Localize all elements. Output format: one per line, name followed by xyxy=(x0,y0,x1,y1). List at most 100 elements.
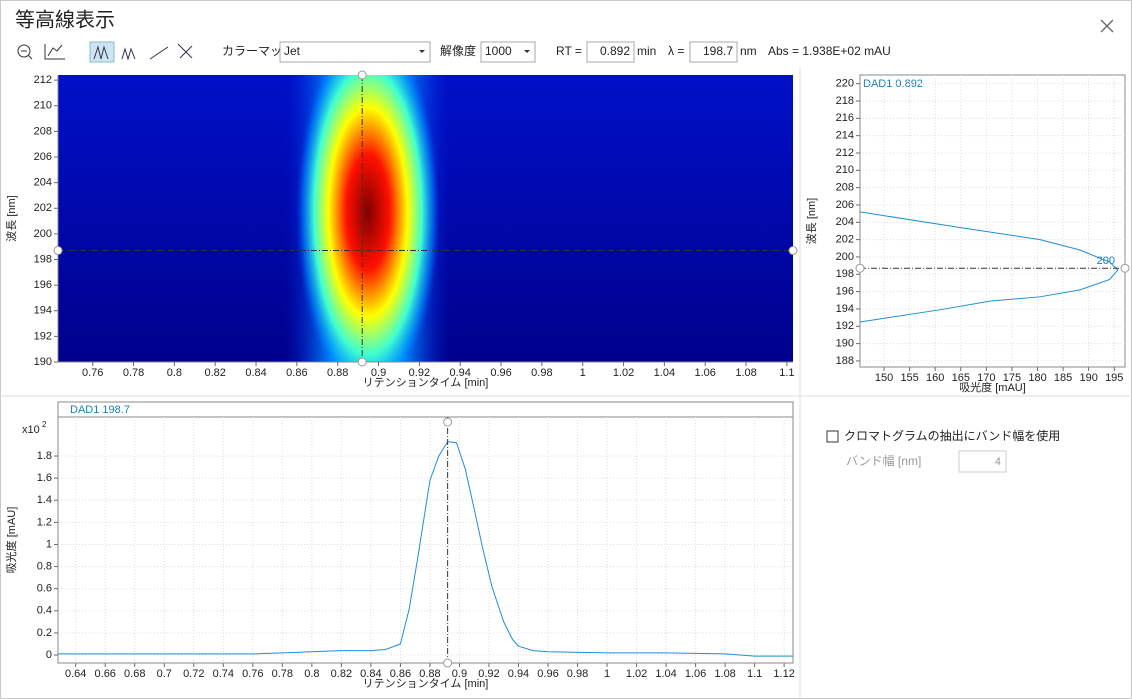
y-tick-label: 206 xyxy=(836,199,854,211)
x-tick-label: 0.86 xyxy=(390,668,411,680)
x-tick-label: 1.02 xyxy=(626,668,647,680)
y-tick-label: 208 xyxy=(836,182,854,194)
x-tick-label: 0.94 xyxy=(449,367,470,379)
dropdown-arrow xyxy=(524,50,530,53)
cursor-handle xyxy=(357,70,367,80)
contour-icon[interactable] xyxy=(89,41,115,63)
y-exponent: 2 xyxy=(42,420,47,429)
colormap-value: Jet xyxy=(284,44,301,58)
y-tick-label: 202 xyxy=(836,234,854,246)
y-axis-label: 波長 [nm] xyxy=(5,195,18,241)
bandwidth-input[interactable] xyxy=(958,450,1007,473)
x-tick-label: 0.98 xyxy=(567,668,588,680)
checkbox-label: クロマトグラムの抽出にバンド幅を使用 xyxy=(844,428,1060,443)
x-tick-label: 150 xyxy=(875,372,893,384)
resolution-select[interactable] xyxy=(480,41,536,63)
y-tick-label: 198 xyxy=(836,268,854,280)
y-tick-label: 212 xyxy=(34,74,52,86)
x-tick-label: 1.06 xyxy=(685,668,706,680)
x-tick-label: 185 xyxy=(1054,372,1072,384)
y-tick-label: 0.6 xyxy=(37,583,52,595)
checkbox[interactable] xyxy=(826,430,839,443)
rt-input[interactable] xyxy=(586,41,635,63)
x-tick-label: 1 xyxy=(580,367,586,379)
peak-annotation: 200 xyxy=(1097,255,1115,267)
x-tick-label: 0.78 xyxy=(272,668,293,680)
rt-value: 0.892 xyxy=(600,44,630,58)
x-tick-label: 155 xyxy=(900,372,918,384)
y-tick-label: 204 xyxy=(836,216,854,228)
cursor-handle xyxy=(788,246,798,256)
y-tick-label: 194 xyxy=(836,303,854,315)
lambda-unit: nm xyxy=(740,44,757,58)
y-tick-label: 200 xyxy=(836,251,854,263)
cursor-handle xyxy=(357,357,367,367)
x-tick-label: 0.64 xyxy=(65,668,86,680)
x-tick-label: 0.96 xyxy=(537,668,558,680)
x-tick-label: 1.1 xyxy=(779,367,794,379)
y-tick-label: 220 xyxy=(836,78,854,90)
chromatogram-line xyxy=(58,441,793,657)
y-tick-label: 190 xyxy=(34,356,52,368)
toolbar: カラーマップ Jet 解像度 1000 RT = 0.892 min λ = 1… xyxy=(17,41,891,63)
x-tick-label: 0.68 xyxy=(124,668,145,680)
y-tick-label: 202 xyxy=(34,202,52,214)
x-tick-label: 0.86 xyxy=(286,367,307,379)
y-tick-label: 196 xyxy=(34,279,52,291)
cursor-handle xyxy=(1120,263,1130,273)
x-tick-label: 0.88 xyxy=(419,668,440,680)
x-tick-label: 0.82 xyxy=(204,367,225,379)
x-tick-label: 0.92 xyxy=(478,668,499,680)
bandwidth-value: 4 xyxy=(995,456,1001,468)
x-tick-label: 0.76 xyxy=(82,367,103,379)
x-tick-label: 0.74 xyxy=(213,668,234,680)
y-tick-label: 210 xyxy=(836,164,854,176)
y-tick-label: 208 xyxy=(34,125,52,137)
x-axis-label: 吸光度 [mAU] xyxy=(959,380,1026,394)
x-tick-label: 165 xyxy=(952,372,970,384)
y-tick-label: 204 xyxy=(34,177,52,189)
colormap-label: カラーマップ xyxy=(222,44,294,58)
y-tick-label: 1.8 xyxy=(37,450,52,462)
title: 等高線表示 xyxy=(15,8,115,31)
chromatogram-name: DAD1 198.7 xyxy=(70,404,130,416)
x-tick-label: 0.8 xyxy=(304,668,319,680)
x-tick-label: 0.8 xyxy=(167,367,182,379)
x-tick-label: 0.72 xyxy=(183,668,204,680)
y-tick-label: 1.6 xyxy=(37,472,52,484)
y-tick-label: 0.4 xyxy=(37,605,52,617)
cursor-handle xyxy=(443,658,453,668)
x-tick-label: 1.06 xyxy=(694,367,715,379)
x-tick-label: 1.04 xyxy=(655,668,676,680)
colormap-select[interactable] xyxy=(279,41,431,63)
y-tick-label: 198 xyxy=(34,253,52,265)
icon[interactable] xyxy=(21,44,65,60)
y-tick-label: 1.2 xyxy=(37,516,52,528)
close-button[interactable] xyxy=(1100,19,1114,33)
rt-unit: min xyxy=(637,44,656,58)
resolution-label: 解像度 xyxy=(440,43,476,58)
x-axis-label: リテンションタイム [min] xyxy=(363,376,489,389)
resolution-value: 1000 xyxy=(485,44,512,58)
x-tick-label: 0.96 xyxy=(490,367,511,379)
y-tick-label: 1 xyxy=(46,538,52,550)
y-tick-label: 1.4 xyxy=(37,494,52,506)
cursor-handle xyxy=(855,263,865,273)
x-tick-label: 160 xyxy=(926,372,944,384)
x-tick-label: 0.9 xyxy=(371,367,386,379)
spectrum-line xyxy=(859,211,1119,323)
x-tick-label: 0.98 xyxy=(531,367,552,379)
x-tick-label: 0.78 xyxy=(123,367,144,379)
x-tick-label: 0.94 xyxy=(508,668,529,680)
heatmap-peak xyxy=(296,75,440,362)
y-tick-label: 192 xyxy=(836,320,854,332)
zoom-out-icon[interactable] xyxy=(17,44,31,58)
lambda-label: λ = xyxy=(668,44,684,58)
y-multiplier: x10 xyxy=(22,424,40,436)
icon[interactable] xyxy=(93,43,193,61)
lambda-input[interactable] xyxy=(689,41,738,63)
spectrum-name: DAD1 0.892 xyxy=(863,78,923,90)
y-tick-label: 194 xyxy=(34,305,52,317)
x-tick-label: 1.12 xyxy=(773,668,794,680)
